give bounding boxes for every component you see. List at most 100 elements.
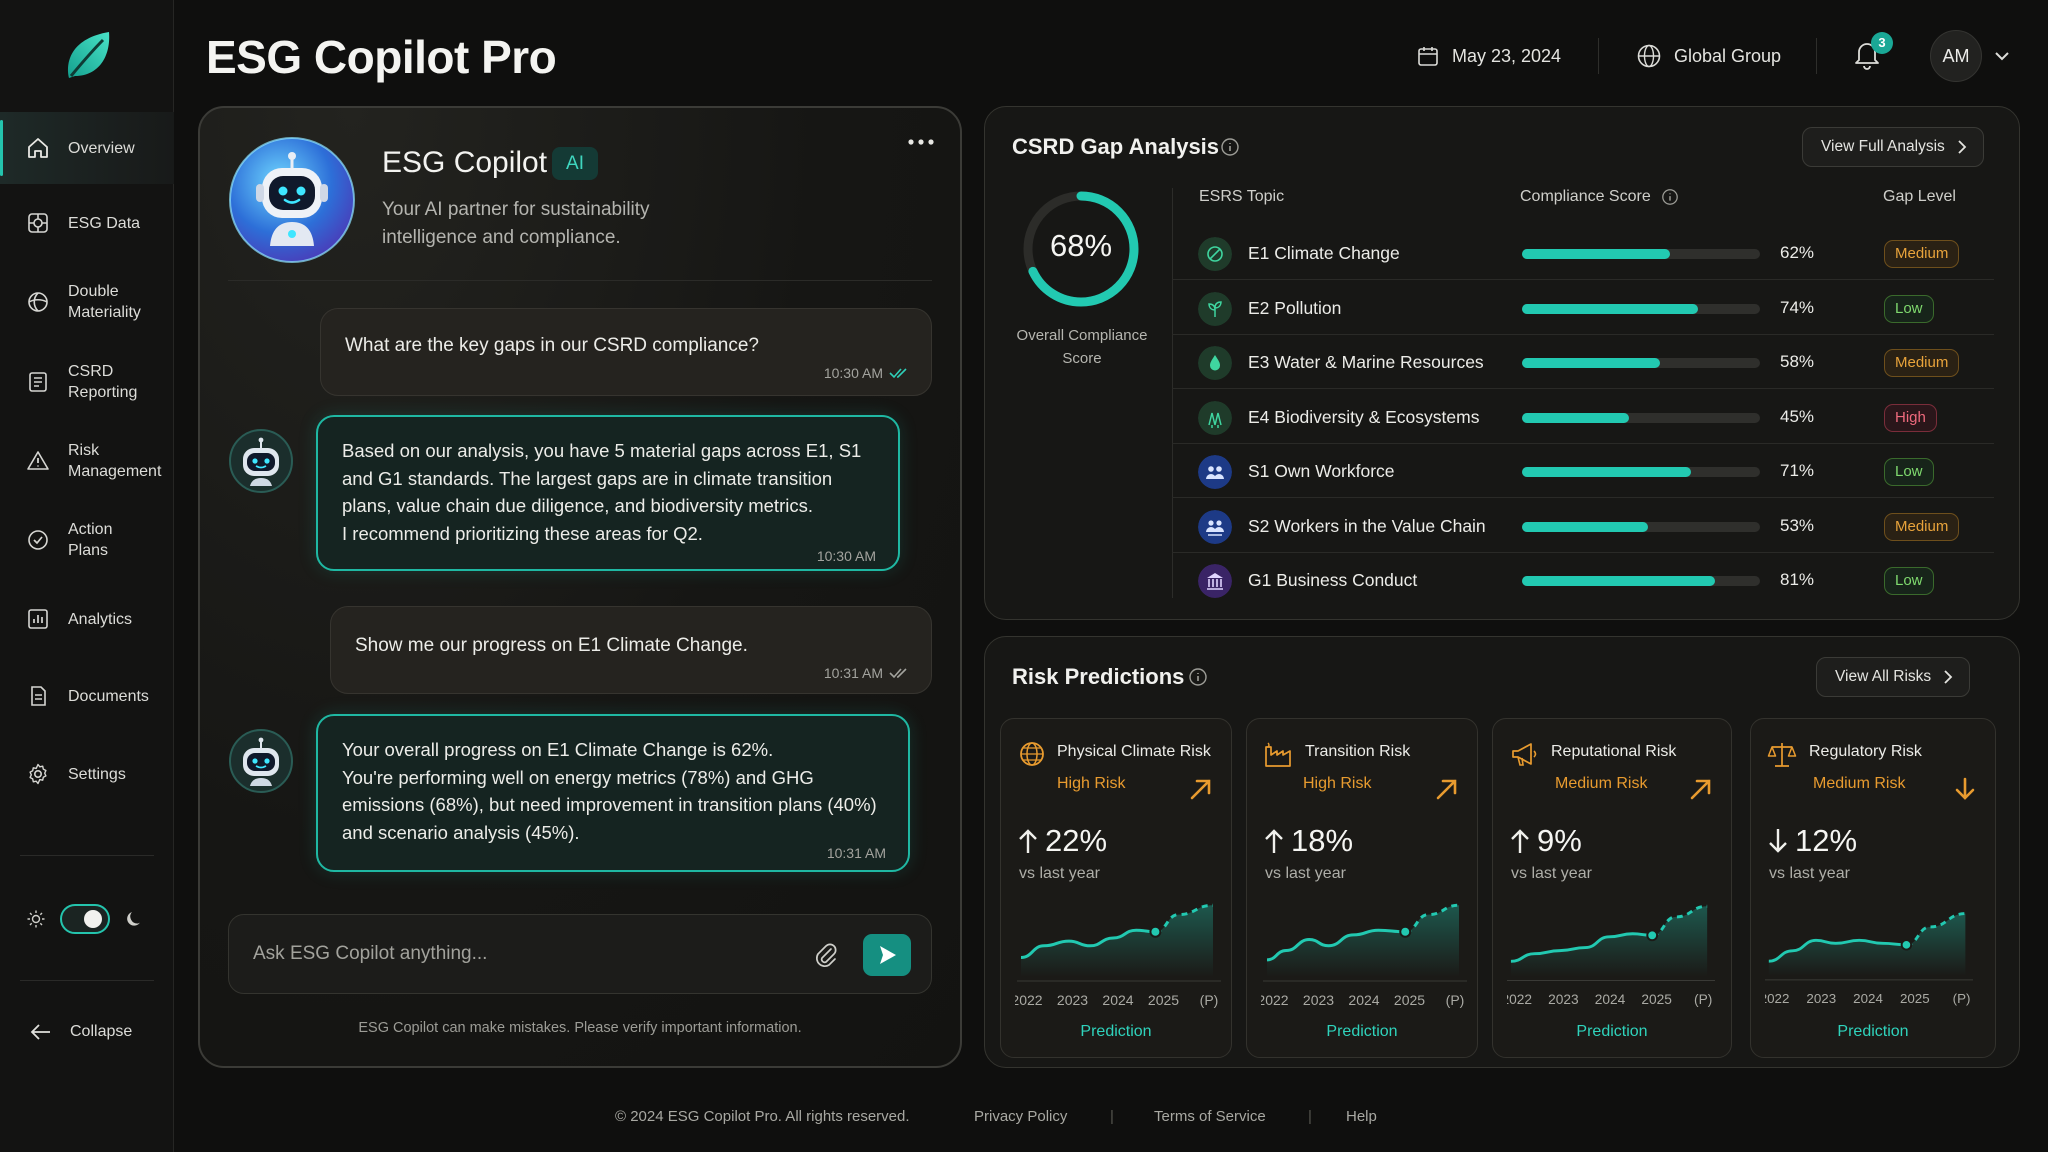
paperclip-icon[interactable] [813,941,839,969]
chat-subtitle: Your AI partner for sustainability intel… [382,199,650,248]
esg-data-icon [28,213,48,233]
globe-icon [1020,742,1044,766]
esrs-row[interactable]: G1 Business Conduct 81% Low [1172,553,1994,607]
risk-name: Reputational Risk [1551,743,1677,760]
info-icon[interactable] [1188,667,1208,687]
sidebar-divider [20,980,154,981]
trend-line-actual [1020,928,1156,959]
trend-area [1510,906,1708,977]
send-icon [880,946,896,964]
sidebar-item-risk-management[interactable]: Risk Management [0,425,174,497]
trend-line-actual [1266,928,1406,962]
theme-toggle[interactable] [26,904,144,934]
compliance-percent: 45% [1780,406,1815,426]
leaf-logo-icon[interactable] [63,30,113,82]
compliance-percent: 81% [1780,570,1815,589]
trend-up-icon [1190,779,1211,800]
gap-level-badge: Low [1884,567,1934,595]
risk-card[interactable]: Reputational Risk Medium Risk 9% vs last ye… [1492,718,1732,1058]
terms-link[interactable]: Terms of Service [1154,1108,1266,1125]
document-icon [31,686,46,706]
topic-name: G1 Business Conduct [1248,570,1418,590]
chat-input-placeholder[interactable]: Ask ESG Copilot anything... [253,943,488,964]
sidebar-item-double-materiality[interactable]: Double Materiality [0,266,174,338]
dark-mode-switch[interactable] [60,904,110,934]
chevron-down-icon[interactable] [1992,46,2012,66]
info-icon[interactable] [1661,188,1679,206]
esrs-row[interactable]: S1 Own Workforce 71% Low [1172,444,1994,498]
chat-input-box[interactable]: Ask ESG Copilot anything... [228,914,932,994]
risk-comparison: vs last year [1019,865,1100,882]
header-compliance-label: Compliance Score [1520,188,1651,205]
message-text: Show me our progress on E1 Climate Chang… [355,635,748,656]
esrs-row[interactable]: E4 Biodiversity & Ecosystems 45% High [1172,390,1994,444]
scales-icon [1767,743,1797,767]
compliance-bar [1522,249,1760,259]
risk-trend-chart: 2022 2023 2024 2025 (P) [1015,903,1221,1008]
moon-icon [127,912,140,926]
date-picker[interactable]: May 23, 2024 [1416,36,1561,76]
trend-line-actual [1510,932,1653,963]
topic-name: S2 Workers in the Value Chain [1248,515,1486,536]
sidebar-item-esg-data[interactable]: ESG Data [0,187,174,259]
compliance-percent: 62% [1780,243,1815,262]
home-icon [28,138,48,158]
chat-panel [198,106,962,1068]
value-chain-people-icon [1198,509,1232,544]
institution-icon [1198,564,1232,598]
sidebar-item-label: Overview [68,139,135,157]
sidebar-item-overview[interactable]: Overview [0,112,174,184]
sidebar-item-csrd-reporting[interactable]: CSRD Reporting [0,346,174,418]
overall-score-label: Overall Compliance Score [1016,327,1148,367]
esrs-row[interactable]: E1 Climate Change 62% Medium [1172,226,1994,280]
trend-line-predicted [1651,904,1708,937]
risk-card[interactable]: Physical Climate Risk High Risk 22% vs last… [1000,718,1232,1058]
more-options-icon[interactable] [906,136,936,148]
trend-up-icon [1436,779,1457,800]
bell-icon[interactable] [1852,38,1882,70]
notification-badge: 3 [1871,32,1893,54]
calendar-icon [1418,47,1438,66]
compliance-bar [1522,576,1760,586]
prediction-label[interactable]: Prediction [1576,1023,1648,1040]
compliance-bar [1522,521,1760,532]
sidebar-item-label: Risk Management [68,442,162,480]
risk-change: 22% [1017,823,1107,859]
gap-level-badge: Medium [1884,240,1960,268]
info-icon[interactable] [1220,137,1240,157]
privacy-policy-link[interactable]: Privacy Policy [974,1108,1068,1125]
sidebar-item-documents[interactable]: Documents [0,660,174,732]
sidebar-item-settings[interactable]: Settings [0,738,174,810]
prediction-label[interactable]: Prediction [1080,1023,1152,1040]
compliance-bar-fill [1522,521,1649,532]
view-full-analysis-button[interactable]: View Full Analysis [1802,127,1984,167]
send-button[interactable] [863,934,911,976]
arrow-down-icon [1769,829,1787,853]
sidebar-item-action-plans[interactable]: Action Plans [0,504,174,576]
prediction-label[interactable]: Prediction [1837,1023,1909,1040]
esrs-row[interactable]: E3 Water & Marine Resources 58% Medium [1172,335,1994,389]
avatar[interactable]: AM [1930,30,1982,82]
sidebar-item-analytics[interactable]: Analytics [0,583,174,655]
year-tick-label: 2025 [1394,992,1425,1008]
gap-level-badge: High [1884,403,1937,432]
sidebar: Overview ESG Data Double Materiality CSR… [0,0,174,1152]
esrs-row[interactable]: S2 Workers in the Value Chain 53% Medium [1172,499,1994,553]
collapse-button[interactable]: Collapse [30,1022,132,1042]
year-tick-label: 2023 [1303,992,1334,1008]
footer-copyright: © 2024 ESG Copilot Pro. All rights reser… [615,1108,910,1125]
risk-change: 9% [1509,823,1582,859]
esrs-row[interactable]: E2 Pollution 74% Low [1172,281,1994,335]
help-link[interactable]: Help [1346,1108,1377,1125]
risk-trend-chart: 2022 2023 2024 2025 (P) [1261,903,1467,1008]
risk-card[interactable]: Transition Risk High Risk 18% vs last year 2… [1246,718,1478,1058]
message-time: 10:30 AM [824,365,909,381]
header-divider [1816,38,1817,74]
globe-icon [1637,44,1661,68]
view-all-risks-button[interactable]: View All Risks [1816,657,1971,697]
prediction-label[interactable]: Prediction [1326,1023,1398,1040]
analytics-icon [28,609,48,629]
org-selector[interactable]: Global Group [1636,36,1781,76]
risk-card[interactable]: Regulatory Risk Medium Risk 12% vs last yea… [1750,718,1996,1058]
trend-up-icon [1690,779,1711,800]
